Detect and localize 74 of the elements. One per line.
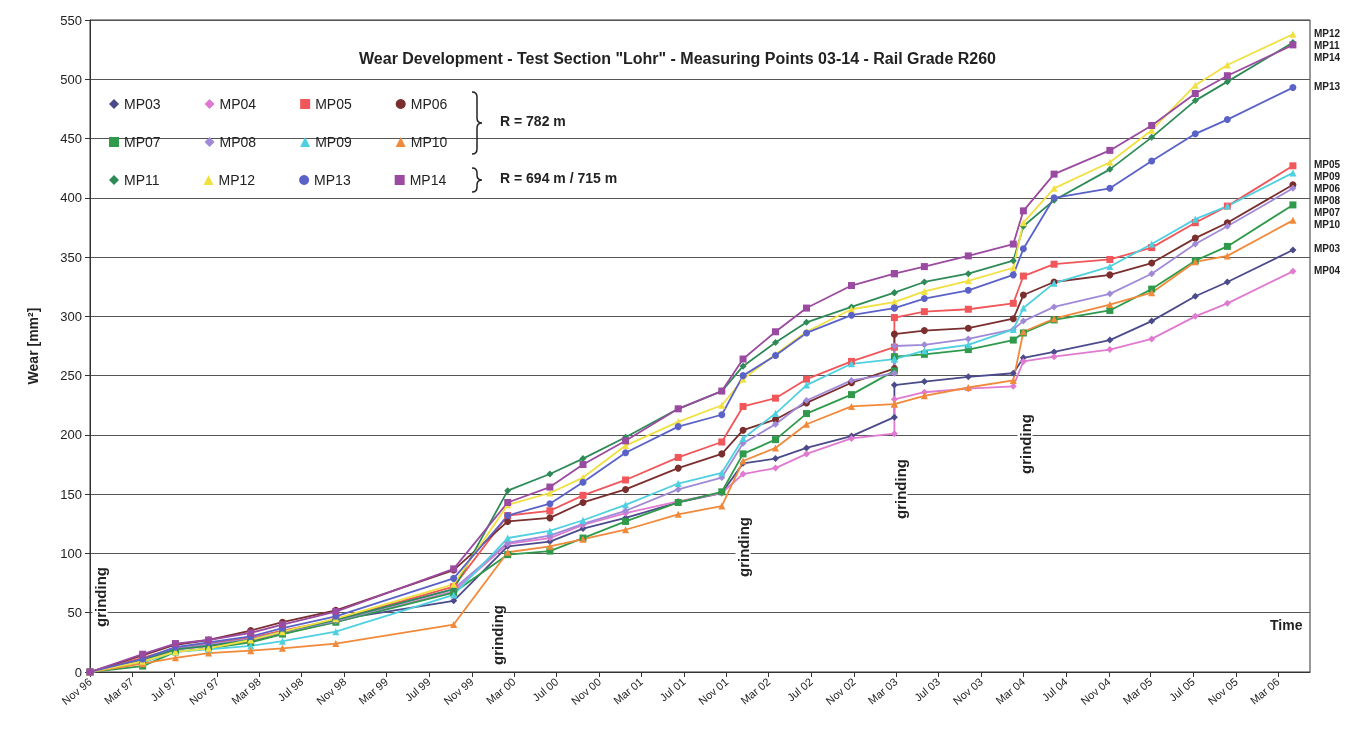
x-tick-label: Jul 99 xyxy=(402,675,433,704)
text: MP10 xyxy=(1314,219,1341,231)
x-tick-label: Jul 01 xyxy=(657,675,688,704)
text: MP03 xyxy=(1314,243,1341,255)
y-tick-label: 250 xyxy=(60,368,82,384)
annotation: grinding xyxy=(488,605,506,665)
x-tick-label: Jul 05 xyxy=(1166,675,1198,704)
x-tick-label: Jul 03 xyxy=(911,675,943,704)
text: MP06 xyxy=(1314,183,1341,195)
x-tick-label: Nov 98 xyxy=(313,675,349,708)
y-tick-label: 100 xyxy=(60,545,82,561)
legend-label: MP07 xyxy=(124,134,161,150)
x-tick-label: Jul 00 xyxy=(530,675,561,704)
annotation: grinding xyxy=(1016,414,1034,474)
x-tick-label: Mar 99 xyxy=(356,675,391,707)
y-tick-label: 500 xyxy=(60,71,82,87)
legend-label: MP14 xyxy=(409,172,447,188)
annotation: R = 694 m / 715 m xyxy=(500,170,618,186)
x-tick-label: Mar 00 xyxy=(483,675,518,707)
x-tick-label: Nov 01 xyxy=(696,675,731,708)
annotation: grinding xyxy=(91,567,109,627)
legend-label: MP11 xyxy=(124,172,160,188)
legend-label: MP13 xyxy=(314,172,351,188)
text: MP08 xyxy=(1314,195,1341,207)
y-tick-label: 350 xyxy=(60,249,82,265)
x-axis-title: Time xyxy=(1270,617,1303,633)
y-tick-label: 450 xyxy=(60,131,82,147)
x-tick-label: Nov 04 xyxy=(1078,675,1113,708)
x-tick-label: Nov 97 xyxy=(186,675,222,708)
y-tick-label: 200 xyxy=(60,427,82,443)
x-tick-label: Jul 04 xyxy=(1039,675,1070,704)
text: MP04 xyxy=(1314,264,1341,276)
y-tick-label: 0 xyxy=(74,664,82,680)
x-tick-label: Mar 02 xyxy=(738,675,773,707)
x-tick-label: Jul 98 xyxy=(275,675,306,704)
x-tick-label: Nov 05 xyxy=(1205,675,1240,708)
x-tick-label: Mar 06 xyxy=(1247,675,1282,707)
legend-label: MP05 xyxy=(315,96,352,112)
legend-label: MP12 xyxy=(218,172,256,188)
x-tick-label: Mar 01 xyxy=(611,675,646,707)
x-tick-label: Nov 99 xyxy=(441,675,476,708)
text: Wear Development - Test Section "Lohr" - Measuring Points 03-14 - Rail Grade R260 xyxy=(359,49,997,67)
x-tick-label: Mar 04 xyxy=(993,675,1028,707)
x-tick-label: Nov 00 xyxy=(568,675,604,708)
x-tick-label: Jul 02 xyxy=(784,675,815,704)
legend-label: MP04 xyxy=(219,96,257,112)
text: MP05 xyxy=(1314,159,1341,171)
x-tick-label: Mar 03 xyxy=(865,675,900,707)
x-tick-label: Nov 03 xyxy=(950,675,986,708)
x-tick-label: Nov 02 xyxy=(823,675,858,708)
x-tick-label: Mar 05 xyxy=(1120,675,1155,707)
x-tick-label: Mar 97 xyxy=(101,675,136,707)
text: MP14 xyxy=(1314,51,1341,63)
legend-label: MP09 xyxy=(315,134,352,150)
text: MP11 xyxy=(1314,39,1340,51)
y-tick-label: 300 xyxy=(60,308,82,324)
y-tick-label: 400 xyxy=(60,190,82,206)
text: MP12 xyxy=(1314,27,1341,39)
legend-label: MP03 xyxy=(124,96,161,112)
legend-label: MP06 xyxy=(410,96,448,112)
x-tick-label: Mar 98 xyxy=(229,675,263,707)
y-tick-label: 550 xyxy=(60,12,82,28)
x-tick-label: Jul 97 xyxy=(148,675,179,704)
text: MP09 xyxy=(1314,171,1341,183)
legend-label: MP08 xyxy=(219,134,257,150)
y-tick-label: 150 xyxy=(60,486,82,502)
y-axis-title: Wear [mm²] xyxy=(25,307,41,385)
y-tick-label: 50 xyxy=(67,605,82,621)
legend-label: MP10 xyxy=(410,134,448,150)
annotation: grinding xyxy=(734,517,752,577)
text: MP07 xyxy=(1314,207,1341,219)
annotation: R = 782 m xyxy=(500,113,566,129)
annotation: grinding xyxy=(891,459,909,519)
text: MP13 xyxy=(1314,81,1341,93)
